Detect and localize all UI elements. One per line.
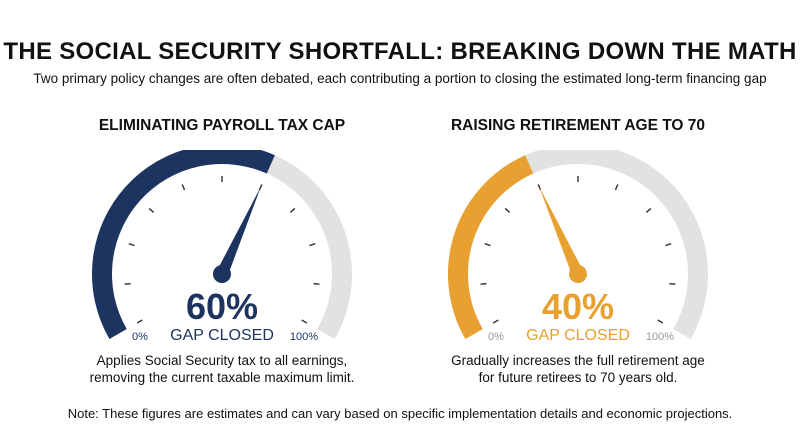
- gauge-needle: [216, 186, 262, 277]
- gauge-status-label: GAP CLOSED: [526, 327, 630, 344]
- description-line: removing the current taxable maximum lim…: [89, 370, 355, 385]
- gauge-max-label: 100%: [646, 331, 674, 343]
- gauge-title-payroll-tax-cap: ELIMINATING PAYROLL TAX CAP: [98, 117, 346, 134]
- gauge-tick: [124, 282, 131, 285]
- gauge-needle: [538, 186, 584, 277]
- gauge-status-label: GAP CLOSED: [170, 327, 274, 344]
- gauge-value-label: 40%: [542, 286, 614, 327]
- gauge-min-label: 0%: [132, 331, 148, 343]
- gauge-tick: [148, 207, 155, 213]
- gauge-fill-arc: [448, 155, 534, 339]
- page-title: THE SOCIAL SECURITY SHORTFALL: BREAKING …: [3, 38, 797, 65]
- gauge-retirement-age: 0% 100% 40% GAP CLOSED: [448, 150, 708, 344]
- gauge-tick: [309, 243, 316, 247]
- gauge-ticks: [480, 176, 676, 324]
- gauge-payroll-tax-cap: 0% 100% 60% GAP CLOSED: [92, 150, 352, 344]
- gauge-tick: [480, 282, 487, 285]
- gauge-fill-arc: [92, 150, 275, 339]
- gauge-tick: [301, 319, 308, 324]
- gauge-description-payroll-tax-cap: Applies Social Security tax to all earni…: [62, 352, 382, 386]
- gauge-ticks: [124, 176, 320, 324]
- gauge-tick: [313, 282, 320, 285]
- gauge-tick: [614, 184, 619, 191]
- gauge-tick: [492, 319, 499, 324]
- gauge-max-label: 100%: [290, 331, 318, 343]
- gauge-value-label: 60%: [186, 286, 258, 327]
- gauge-tick: [181, 184, 186, 191]
- page-subtitle: Two primary policy changes are often deb…: [33, 71, 767, 86]
- gauge-needle-hub: [213, 265, 231, 283]
- gauge-tick: [669, 282, 676, 285]
- gauge-needle-hub: [569, 265, 587, 283]
- gauge-tick: [289, 207, 296, 213]
- footnote: Note: These figures are estimates and ca…: [67, 406, 733, 421]
- gauge-min-label: 0%: [488, 331, 504, 343]
- gauge-title-retirement-age: RAISING RETIREMENT AGE TO 70: [450, 117, 706, 134]
- gauge-tick: [645, 207, 652, 213]
- gauge-tick: [665, 243, 672, 247]
- gauge-tick: [128, 243, 135, 247]
- gauge-tick: [484, 243, 491, 247]
- description-line: Gradually increases the full retirement …: [451, 353, 705, 368]
- gauge-tick: [136, 319, 143, 324]
- gauge-description-retirement-age: Gradually increases the full retirement …: [418, 352, 738, 386]
- gauge-tick: [657, 319, 664, 324]
- description-line: Applies Social Security tax to all earni…: [96, 353, 348, 368]
- description-line: for future retirees to 70 years old.: [478, 370, 678, 385]
- gauge-tick: [504, 207, 511, 213]
